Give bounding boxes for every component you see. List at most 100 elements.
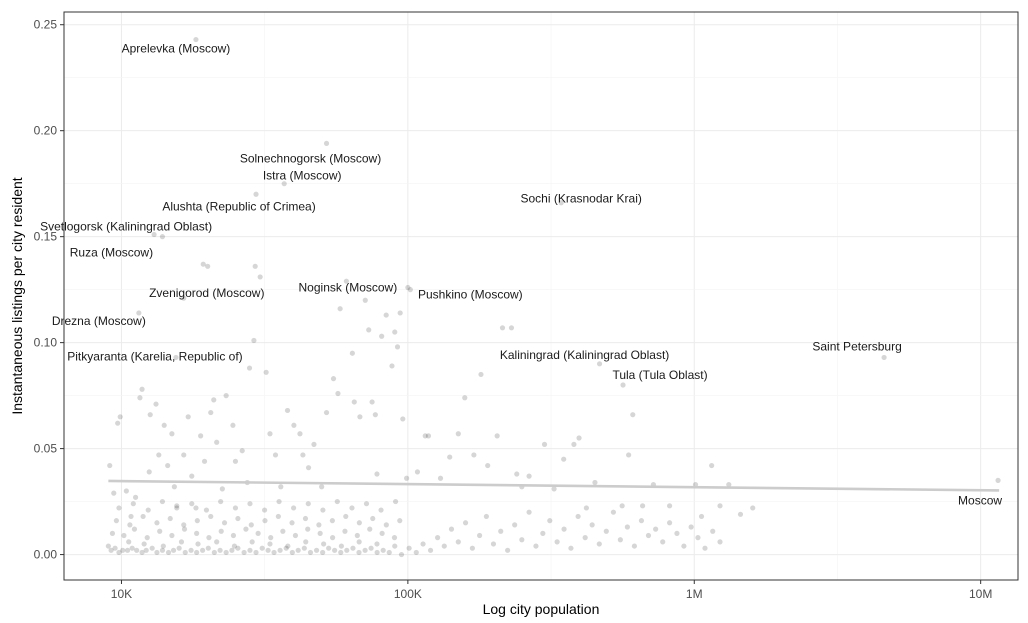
data-point: [160, 543, 166, 549]
data-point: [161, 422, 167, 428]
x-tick-label: 100K: [394, 587, 422, 601]
data-point: [323, 140, 330, 147]
data-point: [194, 549, 200, 556]
data-point: [205, 545, 211, 551]
data-point: [717, 539, 723, 545]
data-point: [455, 539, 461, 545]
data-point: [356, 520, 362, 526]
data-point: [262, 518, 268, 524]
data-point: [139, 386, 145, 392]
data-points: [105, 36, 1001, 558]
data-point: [596, 361, 603, 367]
data-point: [214, 439, 220, 445]
point-annotation: Sochi (Krasnodar Krai): [520, 192, 641, 206]
data-point: [471, 452, 477, 458]
data-point: [414, 469, 421, 475]
data-point: [571, 441, 577, 447]
data-point: [275, 513, 281, 520]
data-point: [319, 484, 325, 490]
data-point: [221, 520, 228, 526]
data-point: [109, 530, 116, 536]
data-point: [239, 448, 245, 454]
data-point: [105, 543, 111, 549]
data-point: [311, 441, 317, 447]
data-point: [165, 462, 171, 469]
data-point: [383, 312, 389, 318]
data-point: [653, 526, 659, 532]
data-point: [320, 507, 326, 513]
data-point: [726, 482, 732, 488]
data-point: [698, 513, 705, 520]
data-point: [383, 522, 389, 528]
data-point: [379, 530, 385, 536]
data-point: [702, 545, 708, 551]
data-point: [290, 505, 297, 511]
data-point: [295, 547, 301, 553]
data-point: [514, 471, 520, 477]
data-point: [305, 465, 312, 471]
data-point: [289, 549, 295, 556]
data-point: [243, 526, 249, 532]
data-point: [291, 422, 297, 428]
data-point: [252, 263, 258, 269]
data-point: [351, 399, 357, 405]
data-point: [603, 528, 609, 534]
data-point: [554, 539, 560, 545]
data-point: [695, 535, 701, 541]
data-point: [181, 526, 188, 532]
data-point: [113, 518, 119, 524]
data-point: [259, 545, 265, 551]
data-point: [420, 541, 426, 547]
data-point: [350, 545, 356, 551]
data-point: [397, 310, 403, 316]
data-point: [330, 535, 336, 541]
data-point: [174, 505, 180, 511]
data-point: [217, 547, 223, 553]
data-point: [362, 297, 368, 303]
data-point: [448, 526, 455, 532]
data-point: [189, 501, 195, 507]
data-point: [151, 231, 157, 238]
data-point: [335, 390, 341, 397]
data-point: [257, 274, 263, 280]
data-point: [251, 337, 257, 344]
data-point: [289, 520, 295, 526]
data-point: [750, 505, 756, 511]
data-point: [203, 507, 210, 513]
data-point: [208, 409, 214, 416]
data-point: [178, 539, 185, 545]
data-point: [349, 505, 355, 511]
axis-ticks: 10K 100K 1M 10M 0.00 0.05 0.10 0.15 0.20 0.25: [34, 18, 993, 601]
data-point: [108, 547, 114, 553]
data-point: [169, 431, 175, 437]
data-point: [206, 535, 212, 541]
data-point: [149, 545, 155, 551]
data-point: [369, 399, 375, 405]
data-point: [342, 528, 348, 534]
data-point: [338, 543, 344, 549]
data-point: [229, 547, 235, 553]
data-point: [380, 547, 386, 553]
data-point: [120, 547, 126, 553]
data-point: [194, 518, 200, 524]
data-point: [156, 452, 162, 458]
data-point: [317, 530, 323, 536]
data-point: [619, 503, 625, 509]
data-point: [280, 528, 286, 534]
data-point: [185, 414, 191, 420]
data-point: [494, 433, 500, 439]
data-point: [272, 452, 279, 458]
data-point: [278, 484, 284, 490]
data-point: [189, 473, 195, 479]
data-point: [392, 498, 399, 505]
data-point: [483, 513, 489, 520]
data-point: [263, 369, 269, 375]
data-point: [533, 543, 539, 549]
data-point: [300, 452, 306, 458]
data-point: [374, 471, 380, 477]
data-point: [134, 547, 140, 553]
data-point: [167, 515, 173, 522]
data-point: [181, 522, 187, 528]
data-point: [610, 509, 617, 515]
data-point: [247, 501, 253, 507]
